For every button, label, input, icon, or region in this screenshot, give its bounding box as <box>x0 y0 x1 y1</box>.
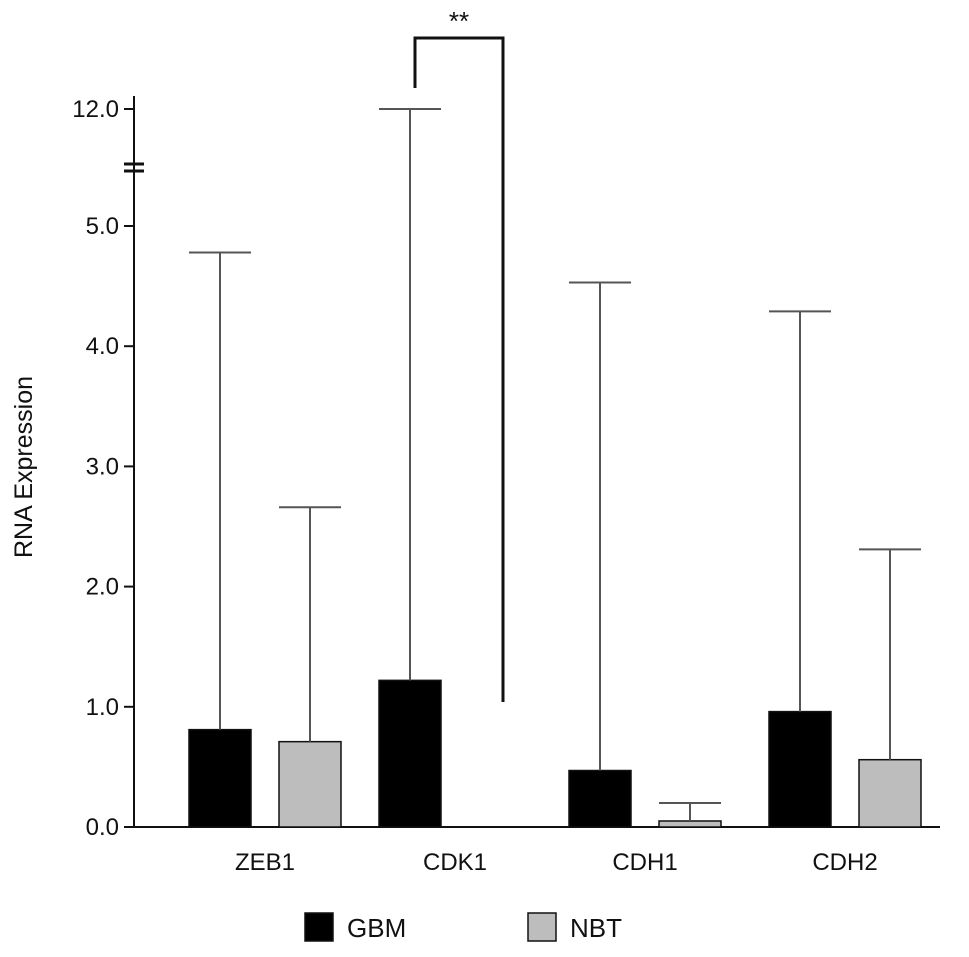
significance-line <box>413 36 505 702</box>
y-tick-label: 0.0 <box>86 814 119 841</box>
bars <box>188 679 922 828</box>
x-tick-label: ZEB1 <box>235 849 295 876</box>
y-tick-label: 2.0 <box>86 574 119 601</box>
bar-gbm-cdh2 <box>768 710 832 828</box>
legend-label-nbt: NBT <box>570 913 622 943</box>
significance-bracket: ** <box>413 6 505 702</box>
y-ticks: 0.0 1.0 2.0 3.0 4.0 5.0 12.0 <box>72 96 134 841</box>
error-bars <box>189 108 921 821</box>
y-axis-title: RNA Expression <box>10 376 38 558</box>
bar-gbm-zeb1 <box>188 728 252 828</box>
bar-gbm-cdh1 <box>568 769 632 828</box>
x-tick-label: CDH1 <box>612 849 677 876</box>
x-category-labels: ZEB1 CDK1 CDH1 CDH2 <box>235 849 878 876</box>
legend: GBM NBT <box>304 912 622 943</box>
bar-nbt-zeb1 <box>278 740 342 828</box>
y-tick-label: 4.0 <box>86 333 119 360</box>
bar-nbt-cdh1 <box>658 820 722 828</box>
bar-nbt-cdh2 <box>858 758 922 828</box>
y-tick-label: 5.0 <box>86 213 119 240</box>
significance-label: ** <box>449 6 469 36</box>
legend-swatch-gbm <box>304 912 334 942</box>
y-tick-label: 3.0 <box>86 453 119 480</box>
x-tick-label: CDH2 <box>812 849 877 876</box>
bar-gbm-cdk1 <box>378 679 442 828</box>
legend-swatch-nbt <box>527 912 557 942</box>
y-tick-label: 12.0 <box>72 96 119 123</box>
y-tick-label: 1.0 <box>86 694 119 721</box>
x-tick-label: CDK1 <box>423 849 487 876</box>
legend-label-gbm: GBM <box>347 913 406 943</box>
